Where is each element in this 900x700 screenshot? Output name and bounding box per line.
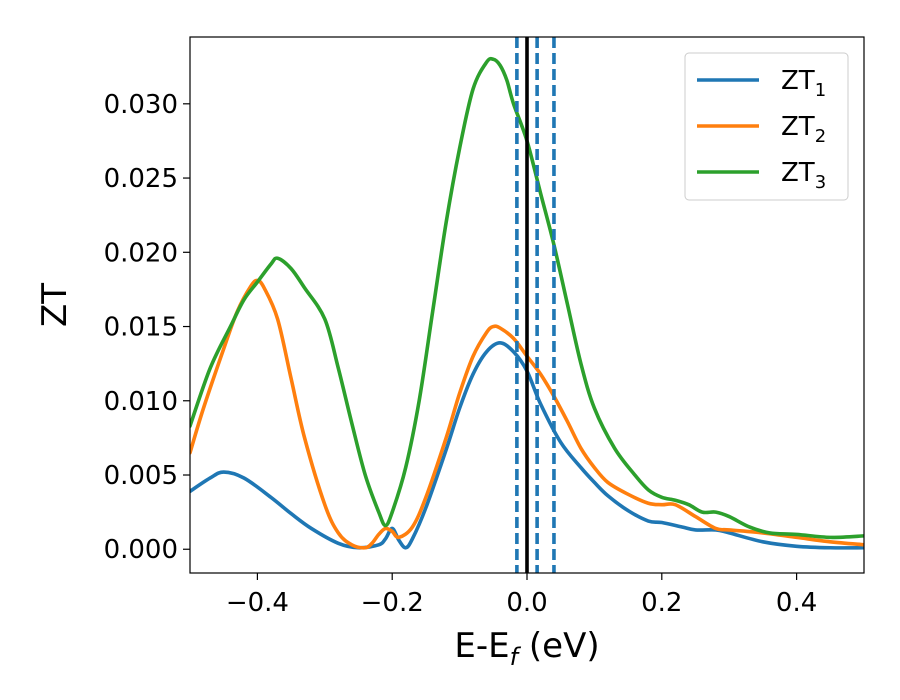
y-tick-label: 0.010 [104, 387, 178, 417]
x-tick-label: 0.4 [776, 588, 817, 618]
x-tick-label: −0.2 [361, 588, 424, 618]
x-tick-label: 0.0 [506, 588, 547, 618]
x-tick-label: −0.4 [226, 588, 289, 618]
y-tick-label: 0.030 [104, 90, 178, 120]
x-tick-label: 0.2 [641, 588, 682, 618]
series-line-zt1 [190, 341, 864, 550]
y-tick-label: 0.005 [104, 461, 178, 491]
legend-label-zt2: ZT2 [781, 112, 826, 147]
series-line-zt3 [190, 56, 864, 540]
legend: ZT1 ZT2 ZT3 [684, 52, 849, 201]
y-axis-label: ZT [35, 283, 75, 327]
x-axis-label: E-Ef (eV) [454, 626, 599, 671]
x-axis-label-main: E-E [454, 626, 509, 666]
series-line-zt2 [190, 278, 864, 550]
y-axis-ticks: 0.000 0.005 0.010 0.015 0.020 0.025 0.030 [104, 90, 190, 565]
x-axis-label-unit: (eV) [518, 626, 600, 666]
y-tick-label: 0.025 [104, 164, 178, 194]
legend-label-zt3: ZT3 [781, 158, 826, 193]
legend-items: ZT1 ZT2 ZT3 [697, 66, 826, 193]
y-tick-label: 0.015 [104, 313, 178, 343]
y-tick-label: 0.000 [104, 535, 178, 565]
series-lines-layer [190, 56, 864, 550]
legend-label-zt1: ZT1 [781, 66, 826, 101]
legend-box [684, 52, 849, 201]
x-axis-ticks: −0.4 −0.2 0.0 0.2 0.4 [226, 573, 817, 618]
y-tick-label: 0.020 [104, 238, 178, 268]
reference-lines-layer [515, 37, 556, 573]
